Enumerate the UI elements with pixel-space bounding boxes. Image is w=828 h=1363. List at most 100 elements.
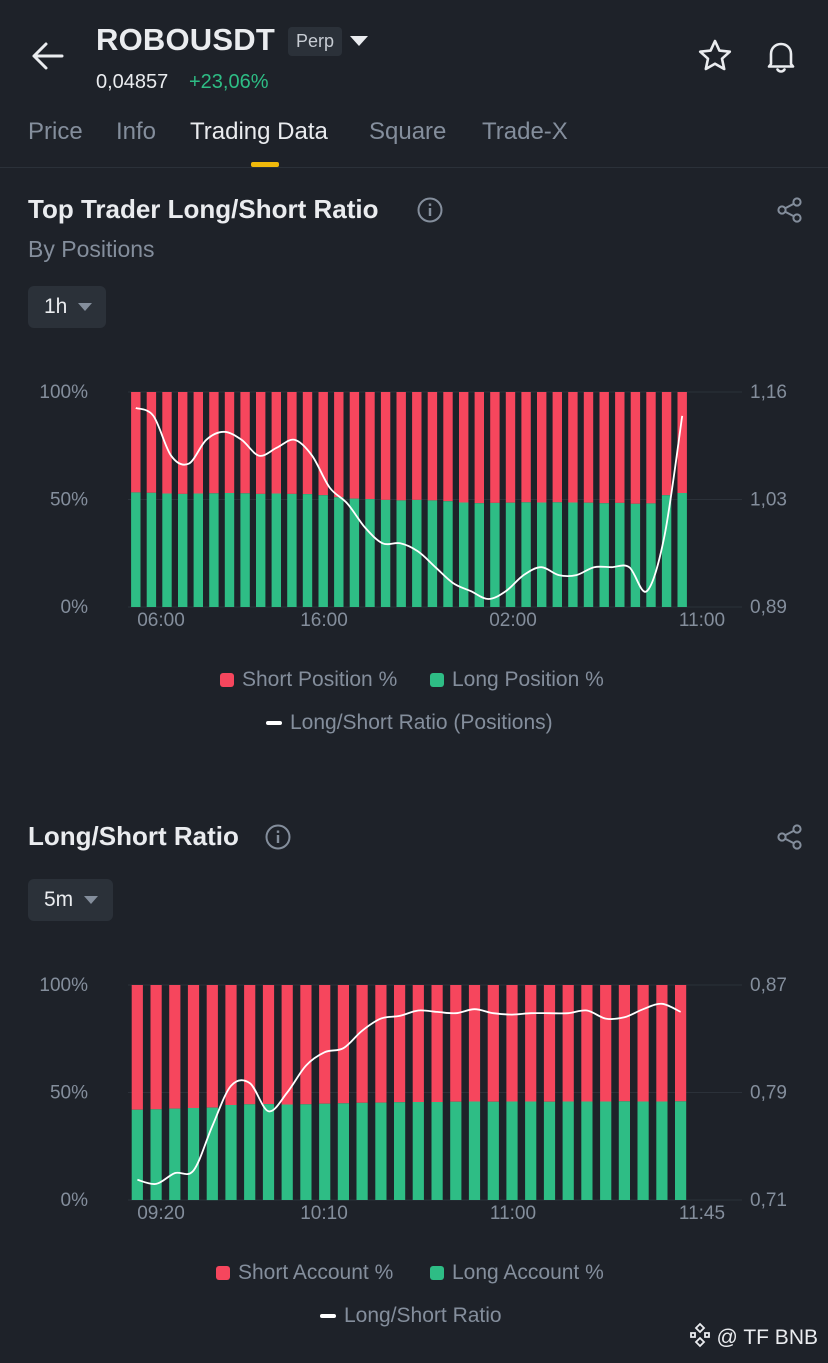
short-bar[interactable] [600, 985, 612, 1102]
long-bar[interactable] [525, 1101, 537, 1201]
short-bar[interactable] [656, 985, 668, 1102]
short-bar[interactable] [319, 985, 331, 1104]
long-bar[interactable] [224, 493, 235, 607]
long-bar[interactable] [256, 493, 266, 607]
long-bar[interactable] [300, 1104, 312, 1200]
short-bar[interactable] [281, 985, 293, 1105]
short-bar[interactable] [581, 985, 593, 1102]
long-bar[interactable] [474, 503, 484, 607]
long-bar[interactable] [656, 1101, 668, 1201]
long-bar[interactable] [618, 1101, 630, 1200]
short-bar[interactable] [187, 985, 200, 1108]
tab-info[interactable]: Info [116, 118, 157, 145]
short-bar[interactable] [206, 985, 218, 1108]
long-bar[interactable] [615, 502, 625, 607]
short-bar[interactable] [178, 392, 188, 494]
short-bar[interactable] [244, 985, 256, 1105]
short-bar[interactable] [318, 392, 328, 496]
long-bar[interactable] [271, 493, 281, 608]
short-bar[interactable] [412, 392, 422, 500]
short-bar[interactable] [646, 392, 656, 504]
long-bar[interactable] [599, 503, 609, 607]
long-bar[interactable] [581, 1101, 593, 1201]
long-bar[interactable] [443, 501, 453, 607]
long-bar[interactable] [187, 1108, 200, 1200]
long-bar[interactable] [262, 1104, 275, 1200]
short-bar[interactable] [521, 392, 531, 503]
long-bar[interactable] [562, 1101, 574, 1201]
short-bar[interactable] [506, 985, 518, 1102]
short-bar[interactable] [568, 392, 578, 503]
share-icon[interactable] [776, 196, 804, 224]
interval-dropdown-1[interactable]: 1h [28, 286, 106, 328]
short-bar[interactable] [599, 392, 609, 504]
long-bar[interactable] [431, 1102, 443, 1200]
short-bar[interactable] [209, 392, 219, 494]
short-bar[interactable] [162, 392, 172, 494]
long-bar[interactable] [505, 502, 516, 607]
short-bar[interactable] [474, 392, 484, 504]
short-bar[interactable] [487, 985, 499, 1102]
long-bar[interactable] [675, 1101, 687, 1200]
short-bar[interactable] [677, 392, 687, 493]
long-bar[interactable] [459, 502, 469, 608]
short-bar[interactable] [146, 392, 157, 493]
short-bar[interactable] [412, 985, 424, 1102]
chevron-down-icon[interactable] [350, 36, 368, 46]
short-bar[interactable] [349, 392, 360, 499]
short-bar[interactable] [637, 985, 649, 1102]
long-bar[interactable] [244, 1104, 256, 1200]
long-bar[interactable] [412, 499, 422, 607]
short-bar[interactable] [334, 392, 344, 498]
short-bar[interactable] [225, 985, 237, 1105]
short-bar[interactable] [150, 985, 162, 1110]
long-bar[interactable] [334, 497, 344, 607]
short-bar[interactable] [431, 985, 443, 1102]
long-bar[interactable] [209, 493, 219, 607]
long-bar[interactable] [349, 498, 360, 607]
back-arrow-icon[interactable] [28, 38, 68, 74]
long-bar[interactable] [225, 1105, 237, 1200]
long-bar[interactable] [490, 502, 500, 607]
long-bar[interactable] [150, 1109, 162, 1200]
short-bar[interactable] [468, 985, 481, 1102]
long-bar[interactable] [365, 499, 375, 607]
long-bar[interactable] [568, 502, 578, 608]
short-bar[interactable] [337, 985, 349, 1104]
long-bar[interactable] [583, 502, 594, 607]
long-bar[interactable] [240, 493, 250, 607]
long-bar[interactable] [630, 503, 641, 607]
long-bar[interactable] [375, 1102, 387, 1200]
short-bar[interactable] [396, 392, 406, 501]
short-bar[interactable] [302, 392, 313, 495]
long-bar[interactable] [287, 493, 297, 607]
long-bar[interactable] [162, 493, 172, 608]
short-bar[interactable] [537, 392, 547, 503]
short-bar[interactable] [562, 985, 574, 1102]
long-bar[interactable] [552, 502, 562, 607]
short-bar[interactable] [450, 985, 462, 1102]
long-bar[interactable] [537, 502, 547, 608]
long-bar[interactable] [302, 494, 313, 607]
long-bar[interactable] [337, 1103, 349, 1201]
short-bar[interactable] [131, 392, 141, 493]
short-bar[interactable] [459, 392, 469, 503]
short-bar[interactable] [131, 985, 143, 1110]
long-bar[interactable] [450, 1101, 462, 1200]
long-bar[interactable] [543, 1101, 556, 1200]
short-bar[interactable] [583, 392, 594, 503]
short-bar[interactable] [224, 392, 235, 493]
long-bar[interactable] [600, 1101, 612, 1201]
bell-icon[interactable] [763, 38, 799, 74]
tab-trading-data[interactable]: Trading Data [190, 118, 328, 145]
short-bar[interactable] [300, 985, 312, 1105]
long-bar[interactable] [146, 492, 157, 607]
long-bar[interactable] [646, 503, 656, 607]
long-bar[interactable] [661, 495, 672, 607]
tab-price[interactable]: Price [28, 118, 83, 145]
long-bar[interactable] [396, 500, 406, 607]
long-bar[interactable] [193, 493, 203, 608]
short-bar[interactable] [394, 985, 406, 1103]
short-bar[interactable] [356, 985, 368, 1103]
long-bar[interactable] [178, 493, 188, 607]
